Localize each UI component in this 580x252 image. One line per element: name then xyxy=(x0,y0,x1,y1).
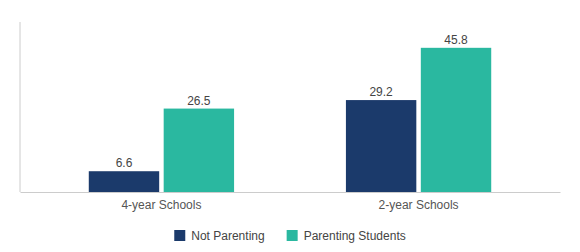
x-tick-label: 2-year Schools xyxy=(379,198,459,212)
y-axis-line xyxy=(20,22,21,192)
legend-label: Parenting Students xyxy=(304,229,406,243)
bar xyxy=(89,171,159,192)
x-tick-label: 4-year Schools xyxy=(121,198,201,212)
legend-item: Not Parenting xyxy=(174,229,264,243)
x-tick: 4-year Schools xyxy=(121,192,201,212)
x-axis-line xyxy=(21,192,561,193)
x-axis: 4-year Schools 2-year Schools xyxy=(21,192,561,212)
bar xyxy=(346,100,416,192)
legend-swatch xyxy=(287,230,298,241)
legend-label: Not Parenting xyxy=(191,229,264,243)
chart: 6.6 29.2 26.5 45.8 4-year Schools 2-year Scho… xyxy=(0,0,580,252)
data-labels: 6.6 29.2 26.5 45.8 xyxy=(116,33,468,170)
legend-item: Parenting Students xyxy=(287,229,406,243)
legend-swatch xyxy=(174,230,185,241)
data-label: 45.8 xyxy=(444,33,468,47)
bar xyxy=(164,109,234,192)
data-label: 29.2 xyxy=(369,85,393,99)
data-label: 6.6 xyxy=(116,156,133,170)
bar xyxy=(421,48,491,192)
x-tick: 2-year Schools xyxy=(379,192,459,212)
legend: Not Parenting Parenting Students xyxy=(174,229,405,243)
bars xyxy=(89,48,491,192)
data-label: 26.5 xyxy=(187,94,211,108)
